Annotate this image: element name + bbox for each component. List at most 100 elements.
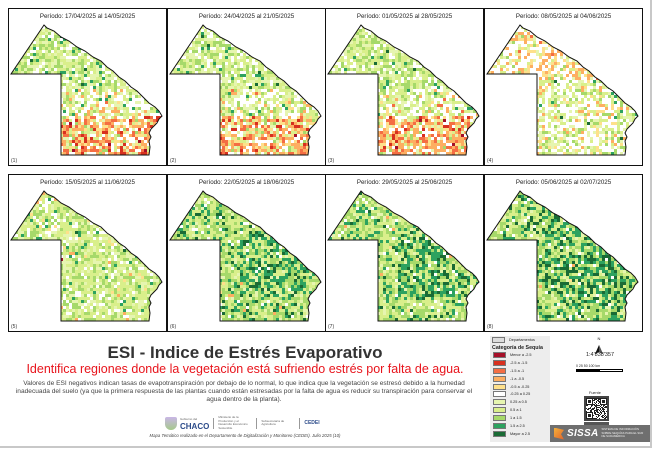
legend-label: -0.5 a -0.25 xyxy=(510,384,530,389)
chaco-esi-map xyxy=(486,190,639,322)
sissa-logo: SISSA SISTEMA DE INFORMACIÓN SOBRE SEQUÍ… xyxy=(550,425,650,442)
subtitle: Identifica regiones donde la vegetación … xyxy=(26,362,464,376)
province-outline xyxy=(169,190,322,322)
panel-number: (1) xyxy=(11,158,18,164)
panel-period-title: Período: 29/05/2025 al 25/06/2025 xyxy=(356,179,453,186)
chaco-small-label: Gobierno del xyxy=(180,417,198,421)
legend-item: 1 a 1.5 xyxy=(493,415,550,422)
legend-item: 0.5 a 1 xyxy=(493,407,550,414)
legend-swatch xyxy=(493,423,506,430)
province-outline xyxy=(169,24,322,156)
legend-item: -1 a -0.5 xyxy=(493,375,550,382)
panel-number: (6) xyxy=(170,324,177,330)
chaco-logo: Gobierno del CHACO xyxy=(165,416,210,431)
legend-swatch xyxy=(493,375,506,382)
chaco-esi-map xyxy=(10,190,163,322)
legend-label: 1.5 a 2.5 xyxy=(510,424,525,429)
chaco-esi-map xyxy=(169,24,322,156)
esi-raster xyxy=(487,191,638,321)
legend-swatch xyxy=(493,383,506,390)
province-outline xyxy=(327,24,480,156)
panel-period-title: Período: 05/06/2025 al 02/07/2025 xyxy=(515,179,612,186)
legend-item: 1.5 a 2.5 xyxy=(493,423,550,430)
legend-swatch xyxy=(493,415,506,422)
fuente-label: Fuente xyxy=(589,391,601,395)
panel-number: (4) xyxy=(487,158,494,164)
legend-swatch xyxy=(493,399,506,406)
esi-raster xyxy=(11,191,162,321)
panel-number: (8) xyxy=(487,324,494,330)
legend-label: 1 a 1.5 xyxy=(510,416,522,421)
map-panel: Período: 08/05/2025 al 04/06/2025 (4) xyxy=(484,8,643,166)
legend-item: -0.5 a -0.25 xyxy=(493,383,550,390)
map-panel: Período: 29/05/2025 al 25/06/2025 (7) xyxy=(325,174,484,332)
esi-raster xyxy=(487,25,638,155)
cedei-logo: CEDEI xyxy=(304,419,320,426)
map-panel: Período: 05/06/2025 al 02/07/2025 (8) xyxy=(484,174,643,332)
legend-label: -2.5 a -1.5 xyxy=(510,360,528,365)
legend-label: 0.5 a 1 xyxy=(510,408,522,413)
legend-label: Mayor a 2.5 xyxy=(510,431,531,436)
esi-raster xyxy=(170,191,321,321)
legend-label: Departamentos xyxy=(509,338,535,342)
institution-logos: Gobierno del CHACO Ministerio de la Produ… xyxy=(165,415,320,431)
north-arrow: N xyxy=(593,337,605,359)
province-outline xyxy=(486,190,639,322)
panel-number: (7) xyxy=(328,324,335,330)
legend-label: -0.25 a 0.25 xyxy=(510,392,531,397)
qr-code[interactable] xyxy=(584,396,609,421)
chaco-esi-map xyxy=(169,190,322,322)
chaco-esi-map xyxy=(327,190,480,322)
ministerio-label: Ministerio de la Producción y el Desarro… xyxy=(218,415,248,430)
description: Valores de ESI negativos indican tasas d… xyxy=(15,380,473,403)
chaco-esi-map xyxy=(327,24,480,156)
map-panel: Período: 24/04/2025 al 21/05/2025 (2) xyxy=(167,8,326,166)
map-panel: Período: 17/04/2025 al 14/05/2025 (1) xyxy=(8,8,167,166)
legend-swatch xyxy=(493,367,506,374)
panel-period-title: Período: 08/05/2025 al 04/06/2025 xyxy=(515,13,612,20)
north-label: N xyxy=(597,336,601,341)
chaco-label: CHACO xyxy=(180,422,210,431)
legend-item: -2.5 a -1.5 xyxy=(493,359,550,366)
logo-divider xyxy=(213,417,215,429)
province-outline xyxy=(10,190,163,322)
legend-item: -0.25 a 0.25 xyxy=(493,391,550,398)
panel-number: (5) xyxy=(11,324,18,330)
legend-swatch xyxy=(493,352,506,358)
panel-period-title: Período: 15/05/2025 al 11/06/2025 xyxy=(40,179,135,186)
map-panel: Período: 15/05/2025 al 11/06/2025 (5) xyxy=(8,174,167,332)
scale-bar xyxy=(576,369,623,372)
province-outline xyxy=(10,24,163,156)
logo-divider xyxy=(299,417,301,429)
legend-swatch xyxy=(493,407,506,414)
sissa-mark-icon xyxy=(554,427,564,440)
panel-period-title: Período: 22/05/2025 al 18/06/2025 xyxy=(198,179,295,186)
sissa-tagline: SISTEMA DE INFORMACIÓN SOBRE SEQUÍAS PAR… xyxy=(601,427,644,439)
legend-label: Menor a -2.5 xyxy=(510,353,532,357)
map-panel: Período: 22/05/2025 al 18/06/2025 (6) xyxy=(167,174,326,332)
legend-swatch xyxy=(493,359,506,366)
qr-caption xyxy=(584,422,609,426)
province-outline xyxy=(486,24,639,156)
legend-swatch xyxy=(493,391,506,398)
legend-item: 0.25 a 0.5 xyxy=(493,399,550,406)
chaco-esi-map xyxy=(486,24,639,156)
legend-swatch xyxy=(493,430,506,437)
esi-raster xyxy=(11,25,162,155)
panel-period-title: Período: 24/04/2025 al 21/05/2025 xyxy=(198,13,295,20)
legend-item: Menor a -2.5 xyxy=(493,352,550,358)
panel-number: (3) xyxy=(328,158,335,164)
legend-label: -1 a -0.5 xyxy=(510,376,525,381)
legend-heading: Categoría de Sequía xyxy=(492,345,543,351)
map-panel: Período: 01/05/2025 al 28/05/2025 (3) xyxy=(325,8,484,166)
main-title: ESI - Indice de Estrés Evaporativo xyxy=(107,343,383,362)
scale-ratio: 1:4'838'357 xyxy=(585,352,615,358)
legend-label: 0.25 a 0.5 xyxy=(510,400,527,405)
legend-swatch xyxy=(492,337,505,343)
legend-item: Mayor a 2.5 xyxy=(493,430,550,437)
sissa-name: SISSA xyxy=(567,428,599,439)
esi-raster xyxy=(328,191,479,321)
legend-label: -1.5 a -1 xyxy=(510,368,525,373)
chaco-esi-map xyxy=(10,24,163,156)
